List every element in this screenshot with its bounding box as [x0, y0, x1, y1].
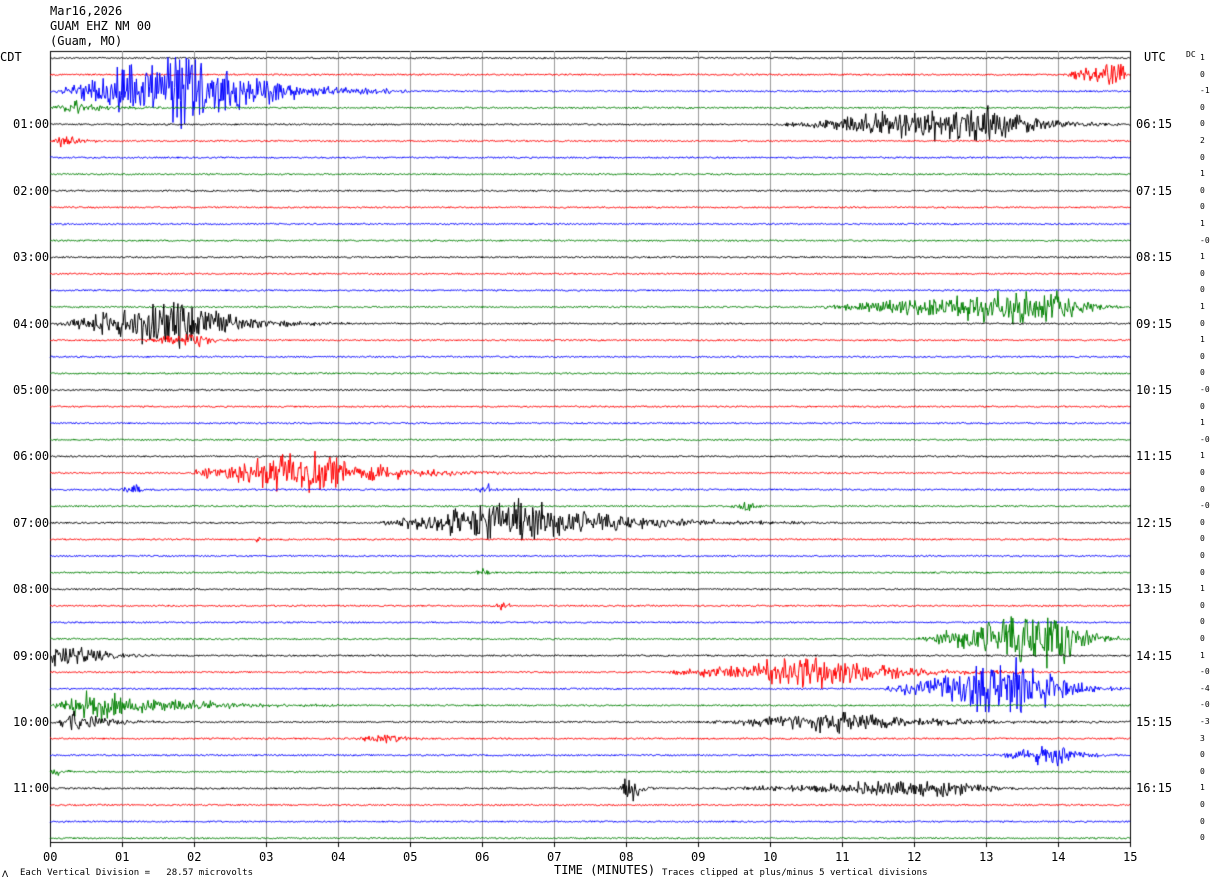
corner-mark: ⴷ: [2, 870, 9, 880]
dc-offset-value: 0: [1200, 185, 1205, 195]
dc-offset-value: -1: [1200, 86, 1210, 96]
left-hour-label: 10:00: [13, 715, 50, 729]
x-tick-label: 01: [115, 850, 130, 864]
dc-offset-value: -0: [1200, 501, 1210, 511]
date-label: Mar16,2026: [50, 4, 123, 18]
left-timezone-label: CDT: [0, 50, 22, 64]
x-tick-label: 06: [475, 850, 490, 864]
station-label: GUAM EHZ NM 00: [50, 19, 152, 33]
dc-offset-value: -4: [1200, 683, 1210, 693]
dc-offset-value: 1: [1200, 650, 1205, 660]
dc-offset-value: 0: [1200, 484, 1205, 494]
dc-offset-value: -0: [1200, 434, 1210, 444]
left-hour-label: 11:00: [13, 781, 50, 796]
dc-offset-value: 0: [1200, 318, 1205, 328]
dc-offset-value: -0: [1200, 385, 1210, 394]
dc-offset-value: 1: [1200, 169, 1205, 179]
dc-offset-value: 0: [1200, 468, 1205, 477]
right-hour-label: 15:15: [1136, 715, 1173, 729]
dc-offset-value: 0: [1200, 102, 1205, 112]
right-timezone-label: UTC: [1144, 50, 1166, 64]
dc-offset-value: 0: [1200, 368, 1205, 378]
dc-offset-value: 0: [1200, 401, 1205, 411]
dc-offset-value: 1: [1200, 53, 1205, 62]
dc-offset-value: 0: [1200, 816, 1205, 826]
dc-offset-value: 0: [1200, 634, 1205, 643]
x-tick-label: 05: [403, 850, 418, 864]
dc-offset-value: 1: [1200, 252, 1205, 262]
left-hour-label: 04:00: [13, 316, 50, 331]
right-hour-label: 06:15: [1136, 117, 1173, 132]
x-tick-label: 00: [43, 850, 58, 864]
left-hour-label: 09:00: [13, 648, 50, 663]
dc-offset-value: 3: [1200, 733, 1205, 743]
left-hour-label: 06:00: [13, 449, 50, 464]
right-hour-label: 14:15: [1136, 648, 1173, 663]
scale-note: Each Vertical Division = 28.57 microvolt…: [20, 868, 253, 878]
right-hour-label: 07:15: [1136, 183, 1173, 198]
left-hour-label: 05:00: [13, 383, 50, 397]
dc-offset-value: 1: [1200, 783, 1205, 793]
dc-offset-value: 0: [1200, 534, 1205, 544]
x-tick-label: 09: [691, 850, 706, 864]
dc-offset-value: 0: [1200, 285, 1205, 295]
dc-offset-value: -0: [1200, 235, 1210, 245]
dc-offset-value: 0: [1200, 268, 1205, 278]
dc-offset-value: -0: [1200, 667, 1210, 677]
x-tick-label: 08: [619, 850, 634, 864]
right-hour-label: 16:15: [1136, 781, 1173, 796]
right-hour-label: 09:15: [1136, 316, 1173, 331]
left-hour-label: 08:00: [13, 582, 50, 597]
dc-offset-value: 0: [1200, 202, 1205, 212]
dc-column-label: DC: [1186, 50, 1196, 59]
clip-note: Traces clipped at plus/minus 5 vertical …: [662, 868, 928, 878]
dc-offset-value: -3: [1200, 717, 1210, 726]
right-hour-label: 13:15: [1136, 582, 1173, 597]
dc-offset-value: 0: [1200, 69, 1205, 79]
x-tick-label: 02: [187, 850, 202, 864]
dc-offset-value: 0: [1200, 567, 1205, 577]
x-tick-label: 14: [1051, 850, 1066, 864]
left-hour-label: 01:00: [13, 117, 50, 132]
x-tick-label: 11: [835, 850, 850, 864]
dc-offset-value: 0: [1200, 833, 1205, 843]
x-tick-label: 10: [763, 850, 778, 864]
dc-offset-value: 2: [1200, 136, 1205, 145]
dc-offset-value: 0: [1200, 152, 1205, 162]
dc-offset-value: 0: [1200, 617, 1205, 627]
dc-offset-value: 0: [1200, 766, 1205, 776]
dc-offset-value: 0: [1200, 551, 1205, 560]
dc-offset-value: 1: [1200, 219, 1205, 228]
dc-offset-value: 1: [1200, 418, 1205, 428]
right-hour-label: 10:15: [1136, 383, 1173, 397]
right-hour-label: 11:15: [1136, 449, 1173, 464]
dc-offset-value: 0: [1200, 119, 1205, 129]
x-tick-label: 15: [1123, 850, 1138, 864]
dc-offset-value: 0: [1200, 800, 1205, 809]
x-tick-label: 03: [259, 850, 274, 864]
x-tick-label: 04: [331, 850, 346, 864]
dc-offset-value: 0: [1200, 517, 1205, 527]
location-label: (Guam, MO): [50, 34, 123, 48]
x-tick-label: 07: [547, 850, 562, 864]
dc-offset-value: 0: [1200, 600, 1205, 610]
dc-offset-value: 1: [1200, 451, 1205, 461]
dc-offset-value: 0: [1200, 750, 1205, 760]
left-hour-label: 02:00: [13, 183, 50, 198]
left-hour-label: 03:00: [13, 250, 50, 265]
dc-offset-value: 1: [1200, 335, 1205, 345]
x-tick-label: 13: [979, 850, 994, 864]
x-tick-label: 12: [907, 850, 922, 864]
dc-offset-value: 0: [1200, 351, 1205, 361]
dc-offset-value: 1: [1200, 302, 1205, 311]
dc-offset-value: -0: [1200, 700, 1210, 710]
dc-offset-value: 1: [1200, 584, 1205, 594]
right-hour-label: 08:15: [1136, 250, 1173, 265]
right-hour-label: 12:15: [1136, 515, 1173, 530]
x-axis-label: TIME (MINUTES): [554, 863, 656, 877]
left-hour-label: 07:00: [13, 515, 50, 530]
